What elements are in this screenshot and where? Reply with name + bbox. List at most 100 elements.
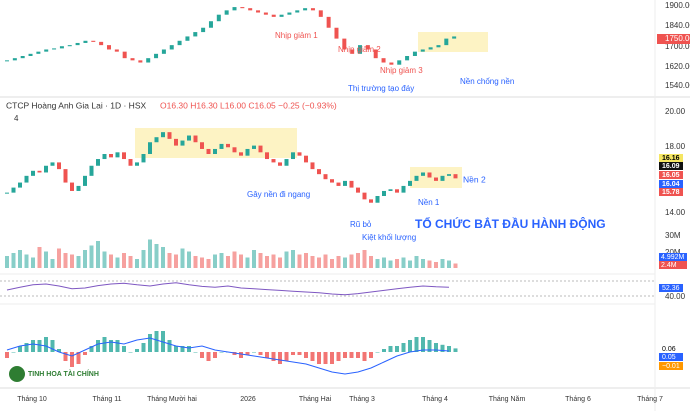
macd-bar	[70, 352, 74, 367]
candle	[330, 179, 334, 183]
highlight-box	[410, 167, 462, 188]
macd-bar	[382, 349, 386, 352]
volume-bar	[161, 247, 165, 268]
candle	[31, 170, 35, 176]
macd-bar	[304, 352, 308, 358]
candle	[310, 162, 315, 170]
candle	[102, 154, 107, 160]
annotation: TỔ CHỨC BẮT ĐẦU HÀNH ĐỘNG	[415, 216, 606, 231]
price-tag: 16.09	[662, 163, 680, 170]
candle	[83, 40, 88, 43]
x-tick-label: Tháng 10	[17, 396, 47, 403]
candle	[193, 32, 198, 37]
annotation: Nền 2	[463, 174, 486, 184]
macd-bar	[213, 352, 217, 358]
volume-bar	[37, 247, 42, 268]
volume-bar	[349, 254, 354, 268]
candle	[388, 189, 393, 191]
candle	[252, 145, 256, 149]
macd-bar	[135, 349, 139, 352]
volume-bar	[291, 250, 295, 268]
volume-bar	[128, 256, 133, 268]
candle	[114, 49, 119, 52]
candle	[279, 14, 284, 17]
volume-bar	[239, 254, 243, 268]
macd-bar	[31, 340, 35, 352]
candle	[375, 196, 380, 203]
candle	[169, 45, 174, 50]
macd-bar	[369, 352, 373, 358]
price-label: 20.00	[665, 107, 686, 116]
volume-bar	[323, 254, 328, 268]
volume-bar	[5, 256, 9, 268]
volume-bar	[76, 256, 81, 268]
candle	[436, 45, 441, 48]
volume-bar	[11, 253, 16, 268]
volume-bar	[284, 251, 289, 268]
candle	[59, 46, 64, 49]
candle	[146, 58, 151, 63]
volume-bar	[265, 256, 269, 268]
macd-bar	[336, 352, 341, 361]
rsi-line	[6, 282, 450, 296]
volume-tag: 2.4M	[661, 262, 677, 269]
macd-tag-bg	[659, 353, 683, 361]
candle	[187, 135, 191, 141]
volume-bar	[63, 253, 68, 268]
price-tag-bg	[659, 188, 683, 196]
macd-bar	[330, 352, 334, 364]
volume-bar	[89, 245, 94, 268]
macd-bar	[349, 352, 354, 358]
volume-bar	[31, 257, 35, 268]
volume-bar	[356, 253, 360, 268]
macd-bar	[291, 352, 295, 355]
macd-bar	[141, 343, 146, 352]
volume-bar	[44, 251, 48, 268]
macd-bar	[258, 352, 263, 355]
macd-bar	[252, 352, 256, 353]
candle	[5, 192, 9, 194]
volume-bar	[122, 253, 126, 268]
macd-bar	[440, 344, 445, 352]
volume-bar	[369, 256, 373, 268]
macd-bar	[427, 340, 432, 352]
candle	[141, 154, 146, 163]
volume-bar	[180, 248, 185, 268]
candle	[130, 58, 135, 61]
annotation: Nhịp giảm 1	[275, 31, 318, 40]
volume-bar	[414, 256, 419, 268]
macd-bar	[76, 352, 81, 364]
macd-bar	[356, 352, 360, 358]
candle	[304, 155, 308, 163]
candle	[200, 142, 204, 149]
highlight-box	[418, 32, 488, 52]
candle	[369, 199, 373, 203]
candle	[356, 187, 360, 193]
macd-bar	[193, 352, 198, 353]
volume-bar	[401, 257, 406, 268]
candle	[365, 45, 370, 50]
candle	[122, 51, 127, 59]
symbol: CTCP Hoàng Anh Gia Lai · 1D · HSX	[6, 100, 146, 110]
macd-bar	[50, 340, 55, 352]
candle	[453, 174, 458, 179]
macd-line	[6, 337, 450, 375]
candle	[206, 148, 211, 154]
candle	[50, 162, 55, 166]
candle	[271, 14, 276, 17]
macd-bar	[206, 352, 211, 361]
candle	[18, 182, 22, 188]
price-tag: 1750.00	[665, 34, 690, 43]
annotation: Nhịp giảm 3	[380, 66, 423, 75]
candle	[408, 180, 412, 186]
price-tag-bg	[659, 180, 683, 188]
candle	[256, 10, 261, 13]
volume-bar	[50, 259, 55, 268]
volume-bar	[102, 251, 107, 268]
candle	[193, 135, 198, 143]
volume-bar	[193, 256, 198, 268]
candle	[122, 152, 126, 160]
price-label: 1900.00	[665, 1, 690, 10]
candle	[265, 152, 269, 160]
candle	[76, 185, 81, 191]
